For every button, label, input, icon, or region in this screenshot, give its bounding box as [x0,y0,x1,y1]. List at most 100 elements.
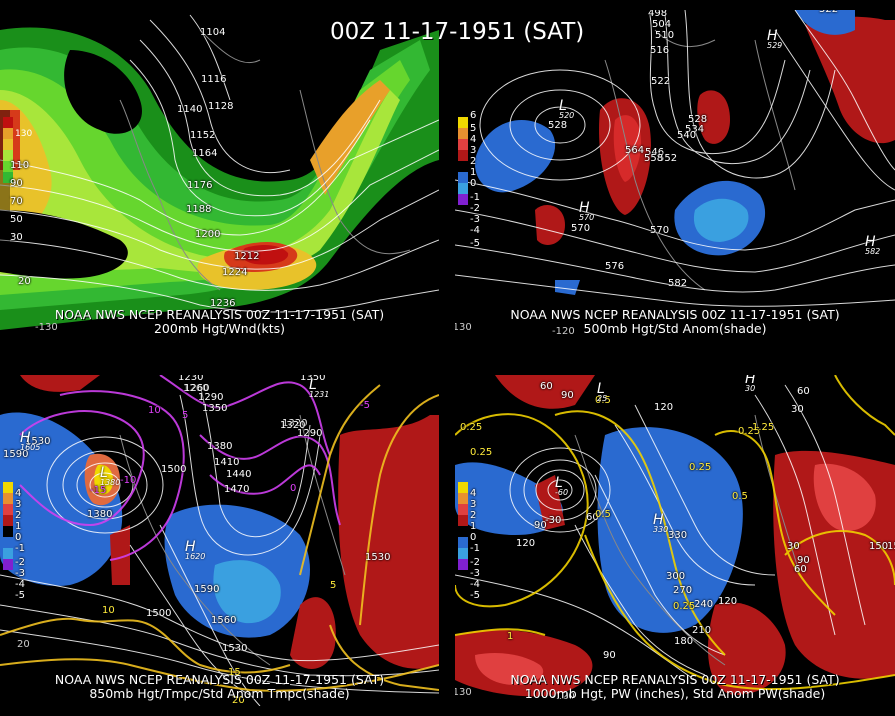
contour-label: 498 [648,10,668,19]
color-legend [3,482,13,570]
temperature-label: -5 [360,400,370,411]
high-center-label: H 330 [653,512,669,534]
temperature-label: 5 [182,410,189,421]
contour-label: 120 [654,402,674,413]
contour-label: 552 [658,153,678,164]
legend-label: -2 [470,557,480,568]
contour-label: 516 [650,45,670,56]
panel-200mb: 1104 1116 1128 1140 1152 1164 1176 1188 … [0,10,439,341]
contour-label: 546 [645,147,665,158]
contour-label: 150 [887,541,895,552]
contour-label: 1212 [234,251,260,262]
contour-label: 1104 [200,27,226,38]
temperature-label: -10 [120,475,137,486]
contour-label: 522 [819,10,838,15]
panel-850mb: 1230 1260 1290 1320 1350 1380 1410 1440 … [0,375,439,706]
contour-label: 1350 [300,375,326,383]
panel-caption: NOAA NWS NCEP REANALYSIS 00Z 11-17-1951 … [54,672,385,687]
legend-label: -4 [470,579,480,590]
legend-label: 1 [470,521,477,532]
pw-label: 0.25 [689,462,712,473]
contour-label: 300 [666,571,686,582]
color-legend: 130 [3,117,32,183]
legend-label: 3 [470,145,477,156]
contour-label: 1320 [282,418,308,429]
contour-label: 1380 [87,509,113,520]
legend-label: 30 [10,232,23,243]
temperature-label: 5 [330,580,337,591]
temperature-label: 0 [290,483,297,494]
legend-label: -2 [470,203,480,214]
contour-label: 210 [692,625,712,636]
legend-label: -1 [470,192,480,203]
contour-label: 1188 [186,204,212,215]
pw-label: 0.25 [460,422,483,433]
pw-label: 0.5 [732,491,748,502]
contour-label: 1164 [192,148,218,159]
legend-label: 4 [15,488,22,499]
contour-label: 528 [688,114,708,125]
contour-label: 60 [540,381,553,392]
legend-label: -3 [15,568,25,579]
legend-label: -4 [15,579,25,590]
contour-label: 564 [625,145,645,156]
map-500mb [455,10,895,341]
contour-label: 1440 [226,469,252,480]
panel-caption: NOAA NWS NCEP REANALYSIS 00Z 11-17-1951 … [510,307,840,322]
longitude-label: -120 [552,326,575,337]
low-center-label: L -60 [555,475,569,497]
legend-label: 110 [10,160,30,171]
legend-label: 4 [470,488,477,499]
map-850mb [0,375,439,706]
contour-label: 240 [694,599,714,610]
legend-label: 50 [10,214,23,225]
longitude-label: -130 [455,687,472,698]
contour-label: 576 [605,261,625,272]
legend-label: -4 [470,225,480,236]
pw-label: 0.5 [595,395,611,406]
legend-label: -1 [15,543,25,554]
contour-label: 1290 [198,392,224,403]
color-legend [458,117,468,205]
contour-label: 270 [673,585,693,596]
contour-label: 1470 [224,484,250,495]
high-center-label: H 1620 [185,539,206,561]
map-200mb [0,10,439,341]
legend-label: 2 [470,156,477,167]
contour-label: 60 [794,564,807,575]
panel-1000mb: 60 90 120 150 180 210 240 270 300 330 90… [455,375,895,706]
contour-label: 30 [791,404,804,415]
legend-label: 1 [470,167,477,178]
legend-label: 5 [470,123,477,134]
contour-label: 120 [718,596,738,607]
high-center-label: H 570 [579,200,595,222]
panel-500mb: 498 504 510 516 522 522 528 528 534 540 … [455,10,895,341]
legend-label: 1 [15,521,22,532]
contour-label: 30 [787,541,800,552]
longitude-label: -120 [552,691,575,702]
contour-label: 1236 [210,298,236,309]
contour-label: 1224 [222,267,248,278]
temperature-label: 20 [232,695,245,706]
legend-label: 3 [470,499,477,510]
low-center-label: L 25 [597,381,608,403]
legend-label: 0 [15,532,22,543]
contour-label: 90 [561,390,574,401]
low-center-label: L 1231 [309,377,330,399]
contour-label: 1290 [297,428,323,439]
low-center-label: L 1380 [100,465,121,487]
low-center-label: L 520 [559,98,575,120]
contour-label: 20 [18,276,31,287]
contour-label: 1320 [280,420,306,431]
contour-label: 1152 [190,130,216,141]
legend-label: -5 [470,590,480,601]
contour-label: 150 [869,541,889,552]
contour-label: 60 [586,512,599,523]
contour-label: -30 [545,515,562,526]
contour-label: 1200 [195,229,221,240]
contour-label: 1530 [222,643,248,654]
contour-label: 120 [516,538,536,549]
longitude-label: 20 [17,639,30,650]
legend-label: 3 [15,499,22,510]
contour-label: 1590 [3,449,29,460]
